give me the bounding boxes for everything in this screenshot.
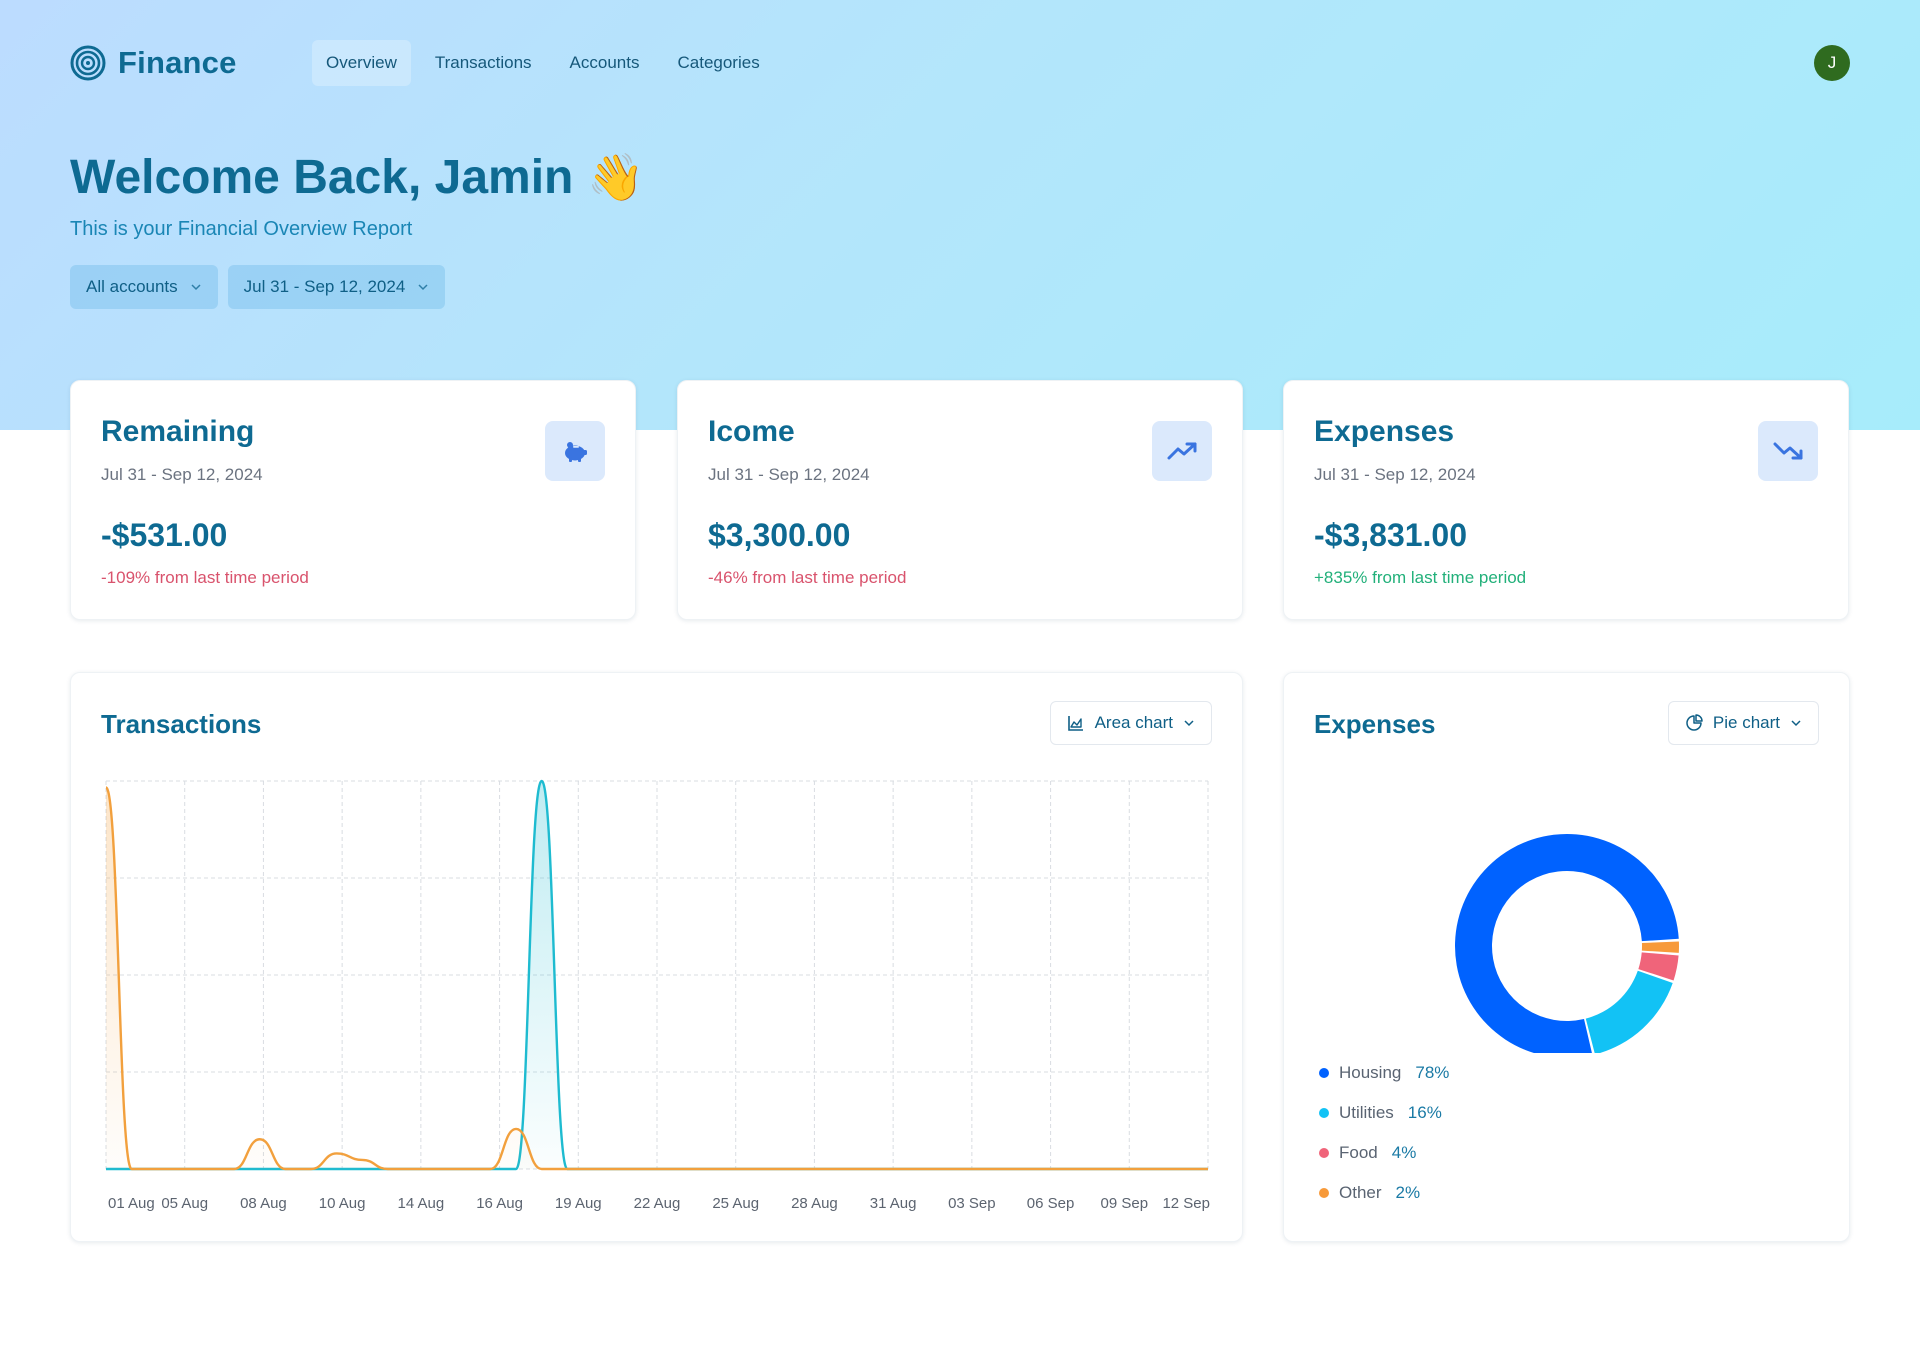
legend-item-housing: Housing 78%	[1319, 1053, 1449, 1093]
expenses-panel-title: Expenses	[1314, 709, 1436, 739]
legend-item-utilities: Utilities 16%	[1319, 1093, 1449, 1133]
x-tick-label: 28 Aug	[791, 1195, 838, 1212]
app-name: Finance	[118, 45, 237, 80]
legend-dot	[1319, 1188, 1329, 1198]
x-tick-label: 22 Aug	[634, 1195, 681, 1212]
legend-percent: 78%	[1415, 1063, 1450, 1082]
x-tick-label: 05 Aug	[161, 1195, 208, 1212]
legend-dot	[1319, 1108, 1329, 1118]
donut-slice-housing[interactable]	[1455, 834, 1679, 1053]
kpi-value: -$531.00	[101, 517, 228, 553]
legend-percent: 2%	[1395, 1183, 1421, 1202]
filter-bar: All accounts Jul 31 - Sep 12, 2024	[70, 265, 446, 309]
welcome-heading: Welcome Back, Jamin 👋	[70, 150, 645, 205]
legend-name: Food	[1339, 1143, 1378, 1162]
hero-background	[0, 0, 1920, 430]
transactions-area-chart: 01 Aug 05 Aug 08 Aug 10 Aug 14 Aug 16 Aug 19 A…	[104, 779, 1210, 1212]
spiral-logo-icon	[70, 45, 106, 81]
kpi-value: -$3,831.00	[1314, 517, 1468, 553]
expense-chart-type-select[interactable]: Pie chart	[1667, 701, 1819, 745]
legend-item-food: Food 4%	[1319, 1133, 1449, 1173]
kpi-icon-box	[1758, 421, 1818, 481]
waving-hand-icon: 👋	[587, 151, 645, 203]
chart-type-select[interactable]: Area chart	[1049, 701, 1212, 745]
nav-item-categories[interactable]: Categories	[677, 53, 760, 72]
expenses-legend: Housing 78% Utilities 16% Food 4% Other …	[1319, 1053, 1449, 1213]
account-filter-value: All accounts	[86, 277, 178, 296]
kpi-change: +835% from last time period	[1314, 568, 1527, 587]
remaining-card: Remaining Jul 31 - Sep 12, 2024 -$531.00…	[70, 380, 636, 620]
legend-name: Utilities	[1339, 1103, 1394, 1122]
legend-percent: 4%	[1391, 1143, 1417, 1162]
main-nav: Overview Transactions Accounts Categorie…	[312, 40, 774, 86]
x-tick-label: 08 Aug	[240, 1195, 287, 1212]
kpi-change: -109% from last time period	[101, 568, 309, 587]
transactions-panel: Transactions Area chart 01 Aug 05 Aug 08 A…	[70, 672, 1243, 1242]
transactions-panel-title: Transactions	[101, 709, 262, 739]
kpi-change: -46% from last time period	[708, 568, 907, 587]
chart-type-value: Area chart	[1094, 713, 1173, 732]
chart-grid	[105, 780, 1209, 1170]
welcome-text: Welcome Back, Jamin	[70, 151, 574, 204]
x-tick-label: 31 Aug	[870, 1195, 917, 1212]
expenses-donut-chart	[1455, 834, 1679, 1053]
top-navigation-bar: Finance Overview Transactions Accounts C…	[70, 40, 1850, 86]
kpi-title: Expenses	[1314, 415, 1455, 448]
x-tick-label: 09 Sep	[1101, 1195, 1149, 1212]
x-tick-label: 25 Aug	[712, 1195, 759, 1212]
piggy-bank-icon	[565, 442, 587, 462]
legend-item-other: Other 2%	[1319, 1173, 1449, 1213]
legend-dot	[1319, 1068, 1329, 1078]
pie-chart-icon	[1686, 714, 1703, 731]
kpi-date: Jul 31 - Sep 12, 2024	[708, 465, 870, 484]
legend-name: Other	[1339, 1183, 1382, 1202]
x-tick-label: 06 Sep	[1027, 1195, 1075, 1212]
legend-percent: 16%	[1407, 1103, 1442, 1122]
date-range-select[interactable]: Jul 31 - Sep 12, 2024	[227, 265, 446, 309]
nav-item-accounts[interactable]: Accounts	[569, 53, 640, 72]
donut-slice-food[interactable]	[1638, 952, 1679, 981]
trending-down-icon	[1773, 442, 1803, 460]
kpi-title: Remaining	[101, 415, 255, 448]
app-logo[interactable]: Finance	[70, 45, 237, 81]
legend-name: Housing	[1339, 1063, 1402, 1082]
expenses-line	[104, 786, 1208, 1171]
chevron-down-icon	[191, 284, 201, 291]
kpi-value: $3,300.00	[708, 517, 851, 553]
area-chart-icon	[1067, 716, 1083, 731]
x-tick-label: 12 Sep	[1162, 1195, 1210, 1212]
kpi-date: Jul 31 - Sep 12, 2024	[1314, 465, 1476, 484]
x-tick-label: 03 Sep	[948, 1195, 996, 1212]
x-tick-label: 10 Aug	[319, 1195, 366, 1212]
page-subtitle: This is your Financial Overview Report	[70, 218, 413, 240]
chevron-down-icon	[418, 284, 428, 291]
chevron-down-icon	[1184, 720, 1194, 727]
kpi-date: Jul 31 - Sep 12, 2024	[101, 465, 263, 484]
expenses-card: Expenses Jul 31 - Sep 12, 2024 -$3,831.0…	[1283, 380, 1849, 620]
expense-chart-type-value: Pie chart	[1712, 713, 1780, 732]
expenses-panel: Expenses Pie chart Housing 78% Utilities…	[1283, 672, 1850, 1242]
kpi-icon-box	[1152, 421, 1212, 481]
nav-item-overview[interactable]: Overview	[312, 40, 411, 86]
x-tick-label: 01 Aug	[108, 1195, 155, 1212]
account-filter-select[interactable]: All accounts	[70, 265, 218, 309]
nav-item-transactions[interactable]: Transactions	[434, 53, 532, 72]
trending-up-icon	[1167, 442, 1197, 460]
x-tick-label: 14 Aug	[397, 1195, 444, 1212]
chevron-down-icon	[1791, 720, 1801, 727]
kpi-title: Icome	[708, 415, 795, 448]
income-card: Icome Jul 31 - Sep 12, 2024 $3,300.00 -4…	[677, 380, 1243, 620]
date-range-value: Jul 31 - Sep 12, 2024	[243, 277, 406, 296]
x-tick-label: 16 Aug	[476, 1195, 523, 1212]
donut-slice-utilities[interactable]	[1585, 970, 1673, 1053]
donut-slice-other[interactable]	[1641, 941, 1679, 953]
legend-dot	[1319, 1148, 1329, 1158]
user-avatar[interactable]: J	[1814, 45, 1850, 81]
x-tick-label: 19 Aug	[555, 1195, 602, 1212]
kpi-icon-box	[545, 421, 605, 481]
